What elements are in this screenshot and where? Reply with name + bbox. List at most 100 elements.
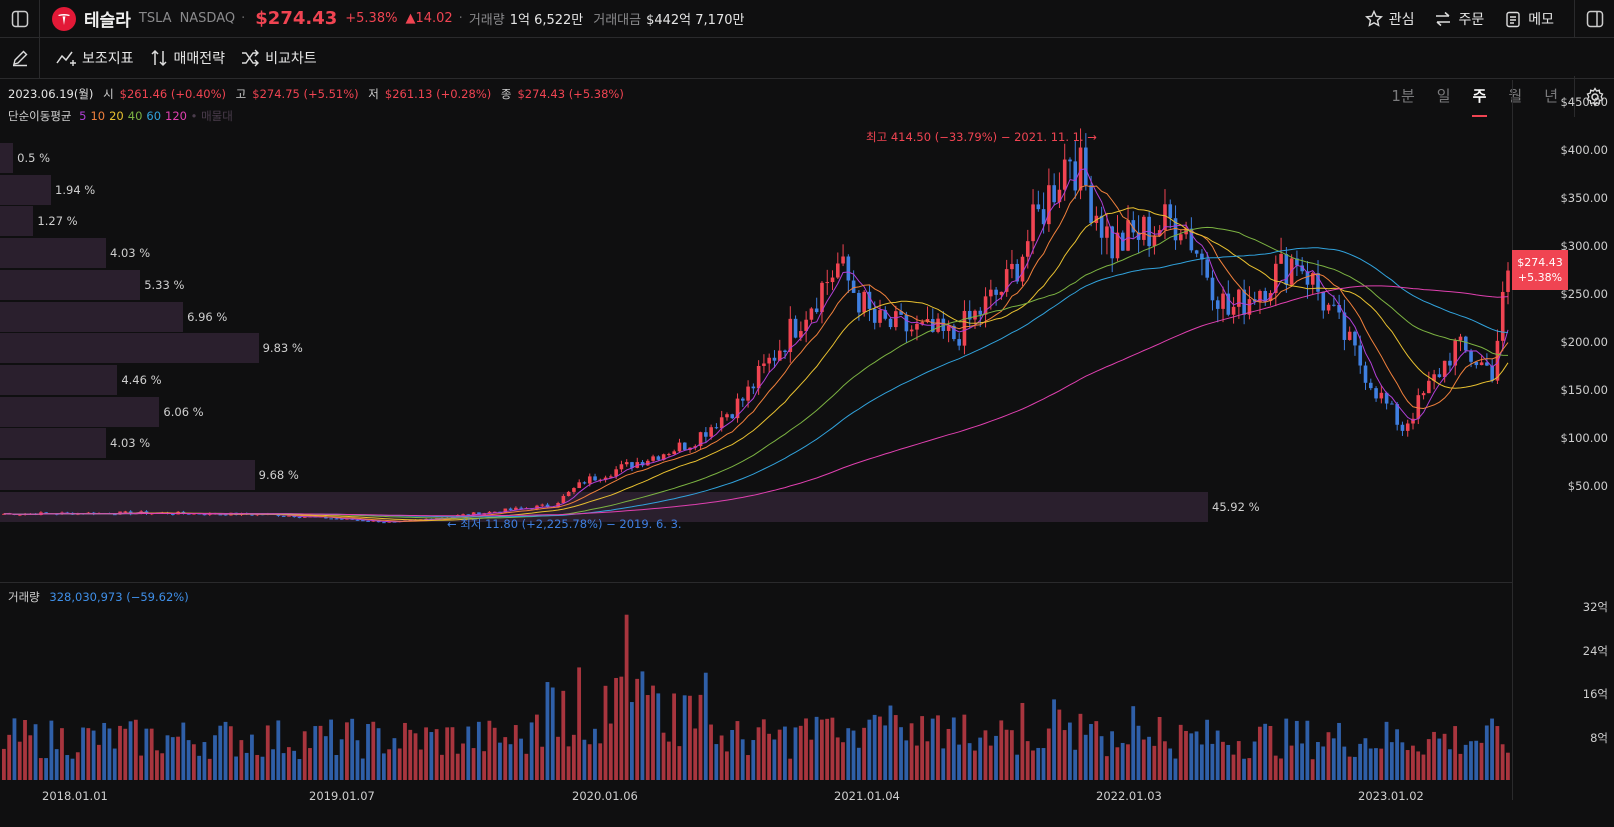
candle-body <box>1189 228 1194 251</box>
volume-bar <box>1110 731 1115 780</box>
volume-bar <box>218 725 223 780</box>
volume-bar <box>556 736 560 780</box>
candle-body <box>545 504 550 507</box>
candle-body <box>825 282 830 284</box>
candle-body <box>1142 216 1146 240</box>
turnover-label: 거래대금 <box>593 13 642 28</box>
volume-bar <box>223 721 228 780</box>
volume-bar <box>999 720 1004 780</box>
volume-bar <box>1025 741 1030 780</box>
volume-bar <box>1062 730 1067 780</box>
volume-bar <box>1115 747 1120 780</box>
strategy-button[interactable]: 매매전략 <box>150 48 225 68</box>
volume-profile-bar <box>0 364 118 395</box>
order-button[interactable]: 주문 <box>1434 9 1484 29</box>
candle-body <box>1411 418 1415 424</box>
volume-bar <box>49 720 54 780</box>
price-axis-line <box>1512 80 1513 800</box>
candle-body <box>661 454 666 460</box>
volume-bar <box>1379 748 1384 780</box>
volume-bar <box>244 752 249 780</box>
candle-body <box>725 414 729 418</box>
candle-body <box>656 456 661 460</box>
tab-year[interactable]: 년 <box>1544 87 1558 105</box>
volume-chart[interactable] <box>0 583 1512 783</box>
candle-body <box>857 292 861 313</box>
volume-bar <box>851 730 856 780</box>
volume-profile-bar <box>0 174 52 205</box>
tab-1min[interactable]: 1분 <box>1391 87 1415 105</box>
volume-bar <box>387 749 392 780</box>
volume-bar <box>255 754 260 780</box>
candle-body <box>851 280 856 293</box>
right-panel-toggle-button[interactable] <box>1574 0 1614 38</box>
price-chart[interactable] <box>0 80 1512 582</box>
candle-body <box>1316 273 1320 292</box>
pane-divider[interactable] <box>0 582 1512 583</box>
volume-bar <box>139 755 144 780</box>
volume-profile-bar <box>0 206 34 237</box>
candle-body <box>1179 234 1183 241</box>
sidebar-toggle-button[interactable] <box>0 0 40 38</box>
volume-bar <box>1178 724 1183 780</box>
volume-bar <box>925 741 930 780</box>
tab-month[interactable]: 월 <box>1508 87 1523 105</box>
chart-settings-button[interactable] <box>1574 76 1614 117</box>
tab-week[interactable]: 주 <box>1471 76 1488 117</box>
volume-bar <box>102 722 107 780</box>
volume-bar <box>2 748 6 780</box>
volume-legend: 거래량 328,030,973 (−59.62%) <box>8 589 189 605</box>
candle-body <box>936 318 940 332</box>
volume-bar <box>973 750 977 780</box>
volume-bar <box>519 738 523 780</box>
volume-bar <box>550 687 555 780</box>
ma-legend[interactable]: 단순이동평균 5 10 20 40 60 120 • 매물대 <box>8 108 233 124</box>
volume-bar <box>872 714 877 780</box>
volume-bar <box>593 728 597 780</box>
volume-bar <box>508 744 513 780</box>
candle-body <box>1310 273 1315 285</box>
candle-body <box>1405 423 1410 431</box>
candle-body <box>1152 235 1157 247</box>
volume-bar <box>360 758 365 780</box>
volume-bar <box>81 727 85 780</box>
candle-body <box>1062 159 1067 190</box>
volume-bar <box>123 728 128 780</box>
volume-bar <box>1421 754 1426 780</box>
candle-body <box>371 520 376 522</box>
candle-body <box>756 365 761 389</box>
candle-body <box>651 456 655 461</box>
indicators-button[interactable]: 보조지표 <box>56 48 134 68</box>
candle-body <box>1237 289 1241 307</box>
candle-body <box>1474 361 1479 366</box>
candle-body <box>498 511 502 513</box>
candle-body <box>1463 336 1468 351</box>
candle-body <box>382 522 386 524</box>
tab-day[interactable]: 일 <box>1436 87 1451 105</box>
volume-bar <box>155 750 159 780</box>
candle-body <box>1448 360 1452 366</box>
volume-bar <box>461 743 465 780</box>
candle-body <box>1010 263 1014 270</box>
compare-button[interactable]: 비교차트 <box>241 48 317 68</box>
volume-bar <box>835 737 840 780</box>
volume-profile-label: 45.92 % <box>1212 499 1260 514</box>
candle-body <box>1036 204 1041 210</box>
volume-bar <box>54 749 59 780</box>
volume-bar <box>1104 756 1109 780</box>
memo-button[interactable]: 메모 <box>1504 9 1554 29</box>
volume-bar <box>793 727 798 780</box>
watchlist-button[interactable]: 관심 <box>1364 9 1414 29</box>
candle-body <box>461 514 465 516</box>
volume-profile-label: 0.5 % <box>17 151 51 165</box>
volume-bar <box>534 714 539 780</box>
candle-body <box>767 357 771 364</box>
candle-body <box>1031 204 1035 242</box>
volume-profile-label: 6.96 % <box>187 309 228 324</box>
volume-bar <box>1067 722 1072 780</box>
draw-tool-button[interactable] <box>0 37 40 79</box>
volume-bar <box>207 758 212 780</box>
candle-body <box>1263 290 1268 302</box>
volume-bar <box>1078 713 1083 780</box>
candle-body <box>741 398 745 401</box>
